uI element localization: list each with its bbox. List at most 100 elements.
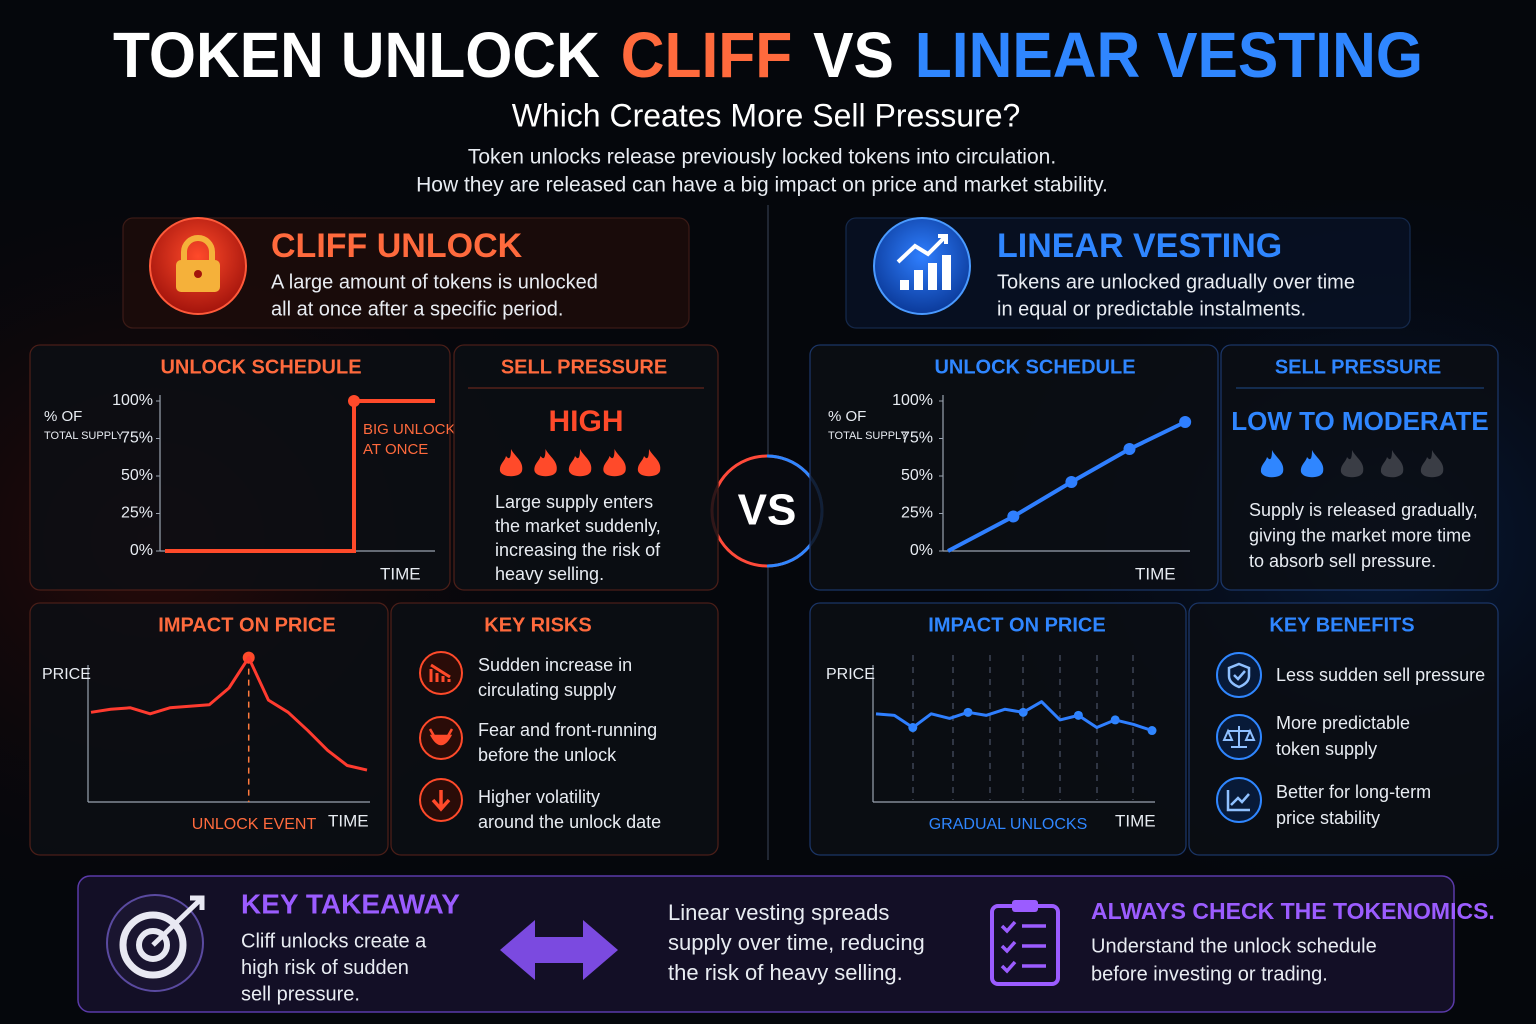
panel: [1188, 602, 1499, 856]
y-tick-label: 25%: [901, 505, 933, 522]
flame: [568, 449, 592, 477]
takeaway-panel: [77, 875, 1455, 1013]
panel-title: SELL PRESSURE: [1275, 356, 1441, 378]
checklist-row: [1000, 960, 1046, 974]
icon-bar: [942, 255, 951, 290]
y-axis-label: TOTAL SUPPLY: [44, 430, 124, 442]
takeaway-text: supply over time, reducing: [668, 930, 925, 955]
panel-title: IMPACT ON PRICE: [928, 614, 1105, 636]
list-item: Sudden increase in: [478, 655, 632, 675]
description: in equal or predictable instalments.: [997, 298, 1306, 320]
intro: Token unlocks release previously locked …: [468, 146, 1056, 169]
panel-title: UNLOCK SCHEDULE: [160, 356, 361, 378]
takeaway-text: the risk of heavy selling.: [668, 960, 903, 985]
y-tick-label: 0%: [910, 542, 933, 559]
x-axis-label: TIME: [1135, 564, 1176, 583]
icon-arrow: [896, 234, 948, 264]
panel: [29, 344, 451, 591]
list-item: before the unlock: [478, 745, 617, 765]
check-title: ALWAYS CHECK THE TOKENOMICS.: [1091, 898, 1495, 924]
main-title: TOKEN UNLOCK CLIFF VS LINEAR VESTING: [113, 19, 1423, 91]
risk-glyph: [429, 663, 451, 682]
schedule-point: [1007, 510, 1020, 523]
description: all at once after a specific period.: [271, 298, 563, 320]
panel: [29, 602, 389, 856]
y-axis-label: PRICE: [826, 666, 875, 683]
list-item: Higher volatility: [478, 787, 600, 807]
panel-title: SELL PRESSURE: [501, 356, 667, 378]
list-item: Less sudden sell pressure: [1276, 665, 1485, 685]
body-text: the market suddenly,: [495, 516, 661, 536]
y-tick-label: 75%: [121, 430, 153, 447]
y-tick-label: 75%: [901, 430, 933, 447]
risk-glyph: [431, 790, 451, 812]
benefit-icon: [1216, 652, 1262, 698]
description: A large amount of tokens is unlocked: [271, 271, 598, 293]
takeaway-title: KEY TAKEAWAY: [241, 888, 460, 919]
title-part: TOKEN UNLOCK: [113, 19, 600, 91]
panel-title: KEY BENEFITS: [1269, 614, 1414, 636]
icon-bar: [900, 280, 909, 290]
schedule-line: [165, 399, 435, 553]
panel: [809, 344, 1219, 591]
panel: [122, 217, 690, 329]
flame: [1340, 450, 1364, 478]
panel-title: KEY RISKS: [484, 614, 591, 636]
title-part: VS: [813, 19, 894, 91]
level: LOW TO MODERATE: [1231, 406, 1489, 436]
annotation: AT ONCE: [363, 441, 428, 458]
chart-icon-bg: [873, 217, 971, 315]
clipboard-clip: [1012, 900, 1038, 912]
panel: [809, 602, 1187, 856]
price-line: [875, 700, 1153, 732]
body-text: heavy selling.: [495, 564, 604, 584]
section-title: CLIFF UNLOCK: [271, 227, 523, 265]
risk-glyph: [428, 728, 454, 746]
y-axis-label: PRICE: [42, 666, 91, 683]
annotation: GRADUAL UNLOCKS: [929, 816, 1088, 833]
panel: [845, 217, 1411, 329]
list-item: circulating supply: [478, 680, 616, 700]
target-arrow: [151, 895, 205, 947]
y-axis-label: % OF: [828, 408, 866, 425]
subtitle: Which Creates More Sell Pressure?: [512, 97, 1021, 133]
benefit-glyph: [1222, 726, 1256, 748]
y-axis-label: TOTAL SUPPLY: [828, 430, 908, 442]
y-tick-label: 50%: [121, 467, 153, 484]
annotation: BIG UNLOCK: [363, 421, 456, 438]
lock-hole: [194, 270, 202, 278]
lock-shackle: [181, 235, 215, 262]
flame: [499, 449, 523, 477]
flame: [1380, 450, 1404, 478]
list-item: Fear and front-running: [478, 720, 657, 740]
list-item: token supply: [1276, 739, 1377, 759]
body-text: increasing the risk of: [495, 540, 661, 560]
level: HIGH: [549, 405, 624, 438]
x-axis-label: TIME: [380, 564, 421, 583]
check-text: before investing or trading.: [1091, 963, 1328, 985]
target-ring: [119, 911, 187, 979]
icon-bar: [914, 270, 923, 290]
price-line: [90, 656, 368, 772]
schedule-point: [1123, 443, 1136, 455]
description: Tokens are unlocked gradually over time: [997, 271, 1355, 293]
body-text: Supply is released gradually,: [1249, 500, 1478, 520]
flame: [603, 449, 626, 477]
checklist-row: [1000, 920, 1046, 934]
list-item: price stability: [1276, 808, 1380, 828]
schedule-point: [348, 395, 360, 407]
section-title: LINEAR VESTING: [997, 227, 1282, 265]
icon-bar: [928, 263, 937, 290]
y-axis-label: % OF: [44, 408, 82, 425]
benefit-glyph: [1227, 662, 1251, 689]
intro: How they are released can have a big imp…: [416, 174, 1108, 197]
takeaway-text: Cliff unlocks create a: [241, 930, 427, 952]
y-tick-label: 0%: [130, 542, 153, 559]
y-tick-label: 100%: [892, 392, 933, 409]
title-part: LINEAR VESTING: [915, 19, 1423, 91]
takeaway-text: Linear vesting spreads: [668, 900, 889, 925]
flame: [534, 449, 557, 477]
takeaway-text: sell pressure.: [241, 983, 360, 1005]
x-axis-label: TIME: [1115, 811, 1156, 830]
